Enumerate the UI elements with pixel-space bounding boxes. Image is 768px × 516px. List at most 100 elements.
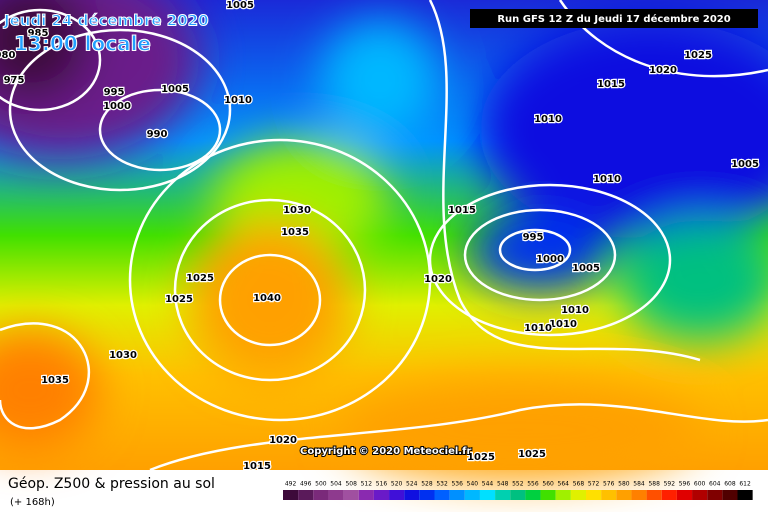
- legend-level: 556: [527, 481, 539, 488]
- legend-level: 592: [664, 481, 676, 488]
- legend-swatch: [464, 490, 480, 500]
- isobar-label: 1030: [109, 350, 137, 361]
- isobar-labels: 1005 985 980 975 995 1000 1005 1010 990 1025 1020 1…: [0, 0, 760, 473]
- legend-swatch: [646, 490, 662, 500]
- legend-swatch: [676, 490, 693, 500]
- footer-title: Géop. Z500 & pression au sol: [8, 476, 215, 492]
- isobar-label: 1020: [649, 65, 677, 76]
- legend-swatch: [525, 490, 541, 500]
- legend-swatch: [631, 490, 647, 500]
- legend-level: 508: [345, 481, 357, 488]
- isobar-label: 1015: [243, 461, 271, 472]
- legend-swatch: [616, 490, 632, 500]
- isobars: [0, 0, 768, 470]
- legend-swatch: [313, 490, 329, 500]
- isobar-label: 995: [104, 87, 125, 98]
- isobar-label: 1010: [593, 174, 621, 185]
- forecast-date: Jeudi 24 décembre 2020: [3, 12, 209, 30]
- legend-level: 496: [300, 481, 312, 488]
- legend-swatch: [404, 490, 420, 500]
- header: Jeudi 24 décembre 2020 13:00 locale Run …: [3, 9, 758, 56]
- footer-lead: (+ 168h): [10, 497, 55, 508]
- legend-level: 548: [497, 481, 509, 488]
- legend-level: 500: [315, 481, 327, 488]
- map-area: 1005 985 980 975 995 1000 1005 1010 990 1025 1020 1…: [0, 0, 768, 480]
- legend-level: 516: [376, 481, 388, 488]
- legend-level: 524: [406, 481, 418, 488]
- isobar-label: 1000: [103, 101, 131, 112]
- color-legend: 492 496 500 504 508 512 516 520 524 528 532 536 540 5…: [283, 481, 753, 500]
- legend-swatch: [586, 490, 602, 500]
- isobar-label: 1025: [684, 50, 712, 61]
- isobar-label: 1035: [41, 375, 69, 386]
- isobar-label: 1025: [467, 452, 495, 463]
- isobar-label: 1005: [161, 84, 189, 95]
- legend-swatch: [343, 490, 359, 500]
- legend-swatch: [449, 490, 465, 500]
- legend-level: 588: [648, 481, 660, 488]
- isobar-label: 1025: [518, 449, 546, 460]
- legend-level: 544: [482, 481, 494, 488]
- isobar-label: 1015: [448, 205, 476, 216]
- legend-level: 532: [436, 481, 448, 488]
- isobar-label: 995: [523, 232, 544, 243]
- isobar-label: 1005: [226, 0, 254, 11]
- isobar-label: 1040: [253, 293, 281, 304]
- isobar-label: 1035: [281, 227, 309, 238]
- legend-swatch: [283, 490, 299, 500]
- legend-level: 536: [451, 481, 463, 488]
- legend-swatch: [540, 490, 556, 500]
- isobar-label: 990: [147, 129, 168, 140]
- legend-level: 584: [633, 481, 645, 488]
- legend-level: 512: [361, 481, 373, 488]
- legend-level: 560: [542, 481, 554, 488]
- legend-swatch: [373, 490, 390, 500]
- legend-level: 596: [679, 481, 691, 488]
- legend-level: 520: [391, 481, 403, 488]
- legend-level: 528: [421, 481, 433, 488]
- legend-swatch: [358, 490, 374, 500]
- isobar-label: 1010: [224, 95, 252, 106]
- isobar-label: 1025: [165, 294, 193, 305]
- legend-level: 492: [285, 481, 297, 488]
- legend-swatch: [434, 490, 450, 500]
- isobar-label: 1010: [549, 319, 577, 330]
- legend-level: 564: [558, 481, 570, 488]
- isobar-label: 1005: [731, 159, 759, 170]
- legend-level: 576: [603, 481, 615, 488]
- legend-swatch: [298, 490, 314, 500]
- isobar-label: 1015: [597, 79, 625, 90]
- legend-swatch: [389, 490, 405, 500]
- isobar-label: 1030: [283, 205, 311, 216]
- isobar-label: 1020: [424, 274, 452, 285]
- isobar-label: 1010: [561, 305, 589, 316]
- legend-level: 608: [724, 481, 736, 488]
- legend-swatch: [661, 490, 677, 500]
- legend-level: 504: [330, 481, 342, 488]
- isobar-label: 975: [4, 75, 25, 86]
- isobar-label: 1020: [269, 435, 297, 446]
- legend-swatch: [555, 490, 571, 500]
- legend-swatch: [510, 490, 526, 500]
- legend-swatch: [570, 490, 586, 500]
- legend-level: 568: [573, 481, 585, 488]
- legend-swatch: [737, 490, 753, 500]
- copyright: Copyright © 2020 Meteociel.fr: [300, 446, 471, 457]
- legend-swatch: [479, 490, 496, 500]
- legend-swatch: [328, 490, 344, 500]
- legend-swatch: [692, 490, 708, 500]
- legend-swatch: [419, 490, 435, 500]
- legend-level: 604: [709, 481, 721, 488]
- legend-swatch: [707, 490, 723, 500]
- isobar-label: 980: [0, 50, 15, 61]
- legend-swatch: [601, 490, 617, 500]
- legend-level: 552: [512, 481, 524, 488]
- isobar-label: 1005: [572, 263, 600, 274]
- run-info: Run GFS 12 Z du Jeudi 17 décembre 2020: [497, 13, 730, 25]
- forecast-time: 13:00 locale: [14, 32, 151, 56]
- legend-swatch: [495, 490, 511, 500]
- legend-swatch: [722, 490, 738, 500]
- legend-level: 612: [739, 481, 751, 488]
- legend-level: 580: [618, 481, 630, 488]
- legend-level: 572: [588, 481, 600, 488]
